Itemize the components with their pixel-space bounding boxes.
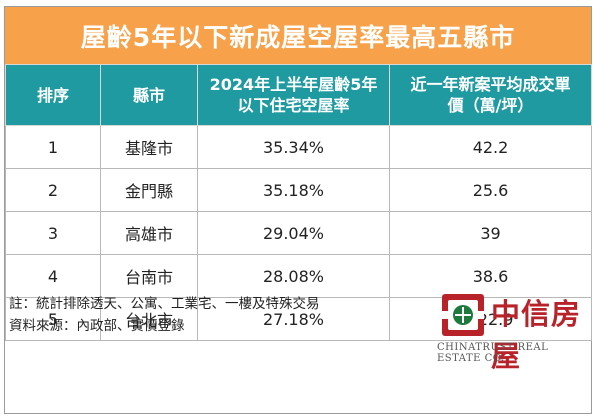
logo-mark-icon <box>442 294 484 336</box>
price-cell: 39 <box>389 211 592 255</box>
price-cell: 42.2 <box>389 125 592 169</box>
rank-cell: 3 <box>5 211 101 255</box>
header-vacancy: 2024年上半年屋齡5年 以下住宅空屋率 <box>197 64 390 126</box>
vacancy-cell: 28.08% <box>197 254 390 298</box>
rank-cell: 4 <box>5 254 101 298</box>
vacancy-cell: 35.18% <box>197 168 390 212</box>
header-price-line2: 價（萬/坪） <box>447 96 534 115</box>
rank-cell: 2 <box>5 168 101 212</box>
rank-cell: 1 <box>5 125 101 169</box>
vacancy-cell: 27.18% <box>197 297 390 341</box>
vacancy-cell: 29.04% <box>197 211 390 255</box>
county-cell: 台南市 <box>100 254 198 298</box>
header-vacancy-line1: 2024年上半年屋齡5年 <box>209 75 378 94</box>
header-price-line1: 近一年新案平均成交單 <box>410 75 571 94</box>
infographic-frame: 屋齡5年以下新成屋空屋率最高五縣市 排序 縣市 2024年上半年屋齡5年 以下住… <box>4 6 592 414</box>
table-row: 3 高雄市 29.04% 39 <box>5 211 592 255</box>
county-cell: 金門縣 <box>100 168 198 212</box>
table-row: 5 台北市 27.18% 122.9 <box>5 297 592 341</box>
table-row: 1 基隆市 35.34% 42.2 <box>5 125 592 169</box>
rank-cell: 5 <box>5 297 101 341</box>
header-vacancy-line2: 以下住宅空屋率 <box>237 96 350 115</box>
data-table: 排序 縣市 2024年上半年屋齡5年 以下住宅空屋率 近一年新案平均成交單 價（… <box>5 64 592 341</box>
county-cell: 高雄市 <box>100 211 198 255</box>
header-county: 縣市 <box>100 64 198 126</box>
table-row: 4 台南市 28.08% 38.6 <box>5 254 592 298</box>
vacancy-cell: 35.34% <box>197 125 390 169</box>
header-price: 近一年新案平均成交單 價（萬/坪） <box>389 64 592 126</box>
company-logo: 中信房屋 CHINATRUST REAL ESTATE CO. <box>433 287 583 405</box>
table-row: 2 金門縣 35.18% 25.6 <box>5 168 592 212</box>
data-source: 資料來源：內政部、實價登錄 <box>9 318 185 334</box>
footer-notes: 註：統計排除透天、公寓、工業宅、一樓及特殊交易 資料來源：內政部、實價登錄 <box>9 293 429 337</box>
logo-name: 中信房屋 <box>491 297 582 373</box>
footnote-exclusions: 註：統計排除透天、公寓、工業宅、一樓及特殊交易 <box>9 296 320 312</box>
price-cell: 25.6 <box>389 168 592 212</box>
logo-subtitle: CHINATRUST REAL ESTATE CO. <box>437 342 549 364</box>
header-rank: 排序 <box>5 64 101 126</box>
county-cell: 基隆市 <box>100 125 198 169</box>
table-header-row: 排序 縣市 2024年上半年屋齡5年 以下住宅空屋率 近一年新案平均成交單 價（… <box>5 64 592 126</box>
price-cell: 38.6 <box>389 254 592 298</box>
price-cell: 122.9 <box>389 297 592 341</box>
county-cell: 台北市 <box>100 297 198 341</box>
page-title: 屋齡5年以下新成屋空屋率最高五縣市 <box>5 7 591 64</box>
